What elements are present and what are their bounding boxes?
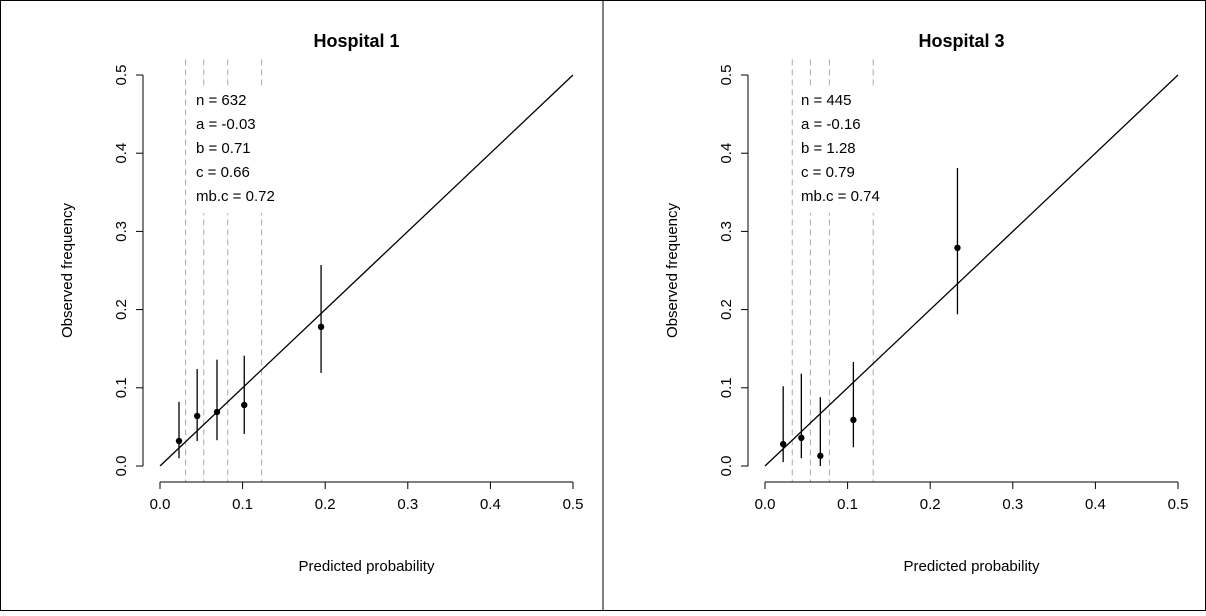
reference-line: [764, 74, 1179, 467]
y-tick-label: 0.4: [718, 143, 735, 164]
x-tick-label: 0.0: [150, 496, 171, 513]
chart-title: Hospital 1: [313, 31, 399, 51]
y-tick-label: 0.1: [718, 377, 735, 398]
y-tick-label: 0.0: [113, 456, 130, 477]
point: [850, 416, 857, 424]
point: [317, 323, 325, 331]
y-axis-label: Observed frequency: [59, 202, 76, 338]
y-tick-label: 0.2: [718, 299, 735, 320]
point: [954, 244, 961, 252]
point: [241, 401, 248, 409]
x-tick-label: 0.2: [315, 496, 336, 513]
chart-title: Hospital 3: [918, 31, 1004, 51]
annotation: a = -0.16: [801, 116, 861, 133]
y-tick-label: 0.0: [718, 456, 735, 477]
point: [193, 412, 201, 420]
point: [798, 434, 805, 442]
annotation: b = 1.28: [801, 140, 856, 157]
x-axis-label: Predicted probability: [299, 558, 435, 575]
panel: n = 445 a = -0.16 b = 1.28 c = 0.79 mb.c = 0…: [664, 31, 1188, 575]
x-tick-label: 0.4: [480, 496, 501, 513]
x-tick-label: 0.5: [563, 496, 584, 513]
y-tick-label: 0.3: [113, 221, 130, 242]
x-tick-label: 0.1: [232, 496, 253, 513]
point: [817, 452, 824, 460]
y-tick-label: 0.5: [113, 65, 130, 86]
y-tick-label: 0.4: [113, 143, 130, 164]
point: [779, 440, 787, 448]
y-tick-label: 0.3: [718, 221, 735, 242]
x-tick-label: 0.1: [837, 496, 858, 513]
annotation: b = 0.71: [196, 140, 251, 157]
y-tick-label: 0.2: [113, 299, 130, 320]
annotation: mb.c = 0.72: [196, 188, 275, 205]
panel: n = 632 a = -0.03 b = 0.71 c = 0.66 mb.c = 0…: [59, 31, 583, 575]
annotation: c = 0.66: [196, 164, 250, 181]
annotation: n = 445: [801, 92, 851, 109]
annotation-bg: [795, 88, 910, 213]
y-tick-label: 0.1: [113, 377, 130, 398]
annotation: n = 632: [196, 92, 246, 109]
reference-line: [159, 74, 574, 467]
x-axis-label: Predicted probability: [904, 558, 1040, 575]
x-tick-label: 0.0: [755, 496, 776, 513]
point: [175, 437, 183, 445]
y-tick-label: 0.5: [718, 65, 735, 86]
x-tick-label: 0.5: [1168, 496, 1189, 513]
y-axis-label: Observed frequency: [664, 202, 681, 338]
x-tick-label: 0.4: [1085, 496, 1106, 513]
annotation-bg: [190, 88, 305, 213]
annotation: a = -0.03: [196, 116, 256, 133]
annotation: c = 0.79: [801, 164, 855, 181]
annotation: mb.c = 0.74: [801, 188, 880, 205]
x-tick-label: 0.2: [920, 496, 941, 513]
x-tick-label: 0.3: [397, 496, 418, 513]
x-tick-label: 0.3: [1002, 496, 1023, 513]
point: [213, 408, 221, 416]
